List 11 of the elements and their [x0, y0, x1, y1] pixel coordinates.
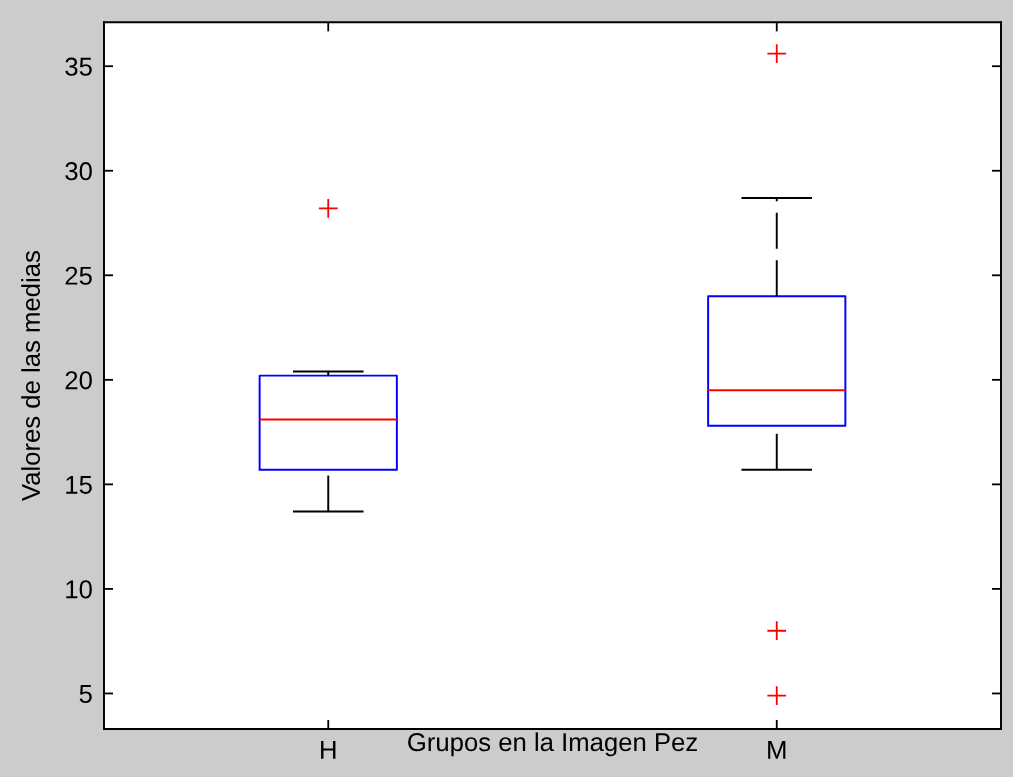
- x-tick-label: H: [321, 741, 336, 759]
- x-tick-label: M: [768, 741, 786, 759]
- y-tick-label: 15: [66, 476, 92, 494]
- y-tick-label: 35: [65, 57, 92, 76]
- y-tick-label: 20: [65, 371, 92, 390]
- y-tick-label: 10: [66, 580, 92, 599]
- y-tick-label: 25: [65, 266, 92, 285]
- y-tick-label: 30: [65, 162, 92, 181]
- x-axis-title: Grupos en la Imagen Pez: [408, 732, 697, 757]
- y-tick-label: 5: [79, 685, 92, 704]
- y-axis-title: Valores de las medias: [21, 251, 41, 501]
